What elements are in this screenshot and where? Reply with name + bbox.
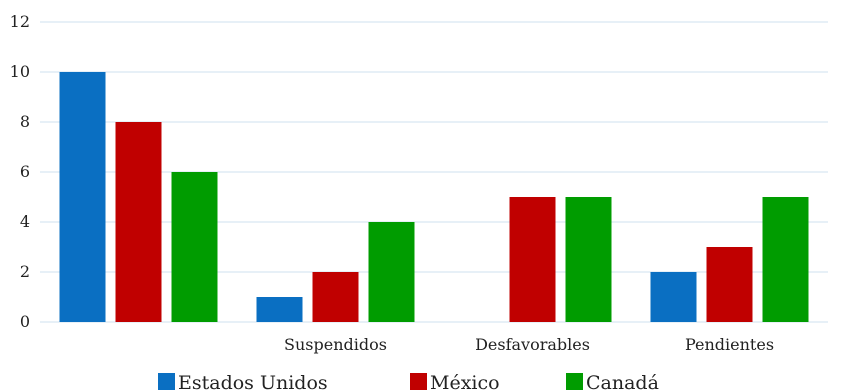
bar-m-xico-2 bbox=[509, 197, 556, 322]
x-category-label: Pendientes bbox=[685, 335, 774, 354]
bar-canad--1 bbox=[368, 222, 415, 322]
y-tick-label: 10 bbox=[10, 62, 30, 81]
legend: Estados Unidos México Canadá bbox=[158, 372, 659, 392]
y-tick-label: 8 bbox=[20, 112, 30, 131]
bar-canad--0 bbox=[171, 172, 218, 322]
legend-label: Canadá bbox=[586, 372, 659, 392]
x-axis-category-labels: Suspendidos Desfavorables Pendientes bbox=[284, 335, 774, 354]
y-tick-label: 2 bbox=[20, 262, 30, 281]
legend-label: Estados Unidos bbox=[178, 372, 328, 392]
legend-swatch bbox=[158, 373, 175, 390]
y-tick-label: 4 bbox=[20, 212, 30, 231]
bar-canad--3 bbox=[762, 197, 809, 322]
gridlines bbox=[40, 21, 828, 323]
x-category-label: Desfavorables bbox=[475, 335, 590, 354]
x-category-label: Suspendidos bbox=[284, 335, 387, 354]
bars bbox=[59, 72, 809, 322]
y-axis-tick-labels: 0 2 4 6 8 10 12 bbox=[10, 12, 30, 331]
y-tick-label: 12 bbox=[10, 12, 30, 31]
bar-estados-unidos-3 bbox=[650, 272, 697, 322]
bar-estados-unidos-1 bbox=[256, 297, 303, 322]
legend-label: México bbox=[430, 372, 500, 392]
bar-canad--2 bbox=[565, 197, 612, 322]
bar-m-xico-1 bbox=[312, 272, 359, 322]
legend-swatch bbox=[410, 373, 427, 390]
bar-estados-unidos-0 bbox=[59, 72, 106, 322]
bar-m-xico-3 bbox=[706, 247, 753, 322]
y-tick-label: 6 bbox=[20, 162, 30, 181]
legend-swatch bbox=[566, 373, 583, 390]
y-tick-label: 0 bbox=[20, 312, 30, 331]
bar-m-xico-0 bbox=[115, 122, 162, 322]
